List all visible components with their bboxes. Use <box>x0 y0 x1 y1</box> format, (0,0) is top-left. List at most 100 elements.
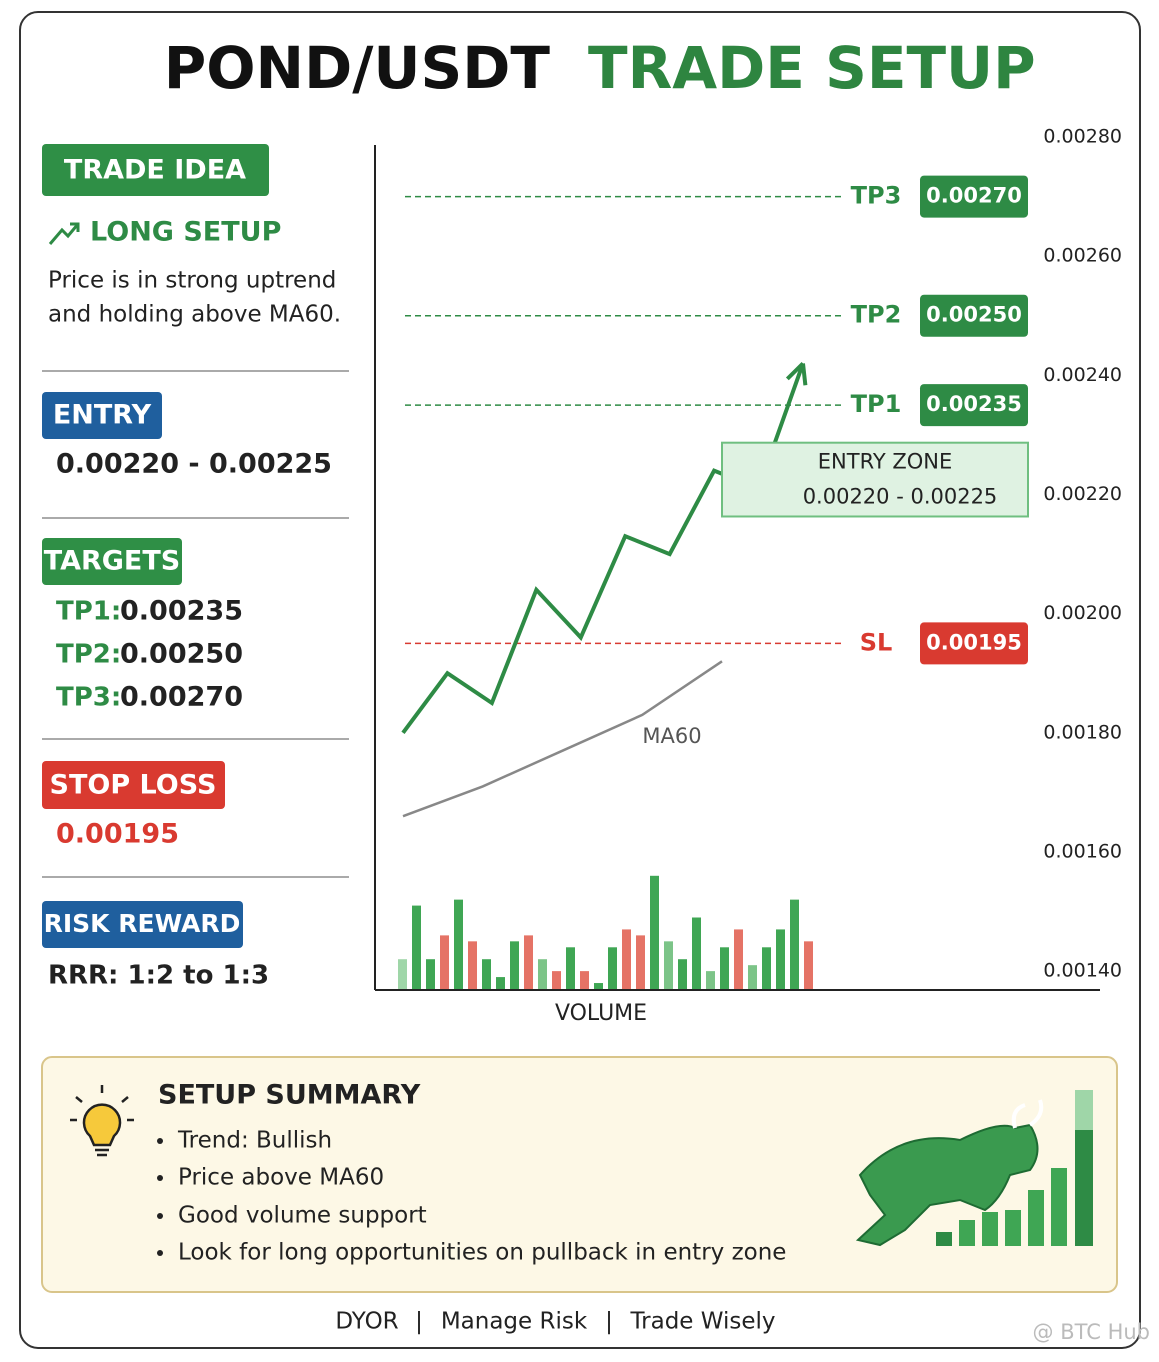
rrr: RRR: 1:2 to 1:3 <box>48 961 269 991</box>
y-tick-label: 0.00260 <box>1043 245 1122 267</box>
summary-title: SETUP SUMMARY <box>158 1080 421 1111</box>
badge-bg <box>42 392 162 439</box>
volume-bar <box>426 959 435 989</box>
target-value: 0.00250 <box>120 639 243 670</box>
y-tick-label: 0.00140 <box>1043 960 1122 982</box>
badge-bg <box>42 144 269 196</box>
level-name: TP3 <box>851 182 902 210</box>
summary-item: Look for long opportunities on pullback … <box>178 1240 786 1266</box>
entry-zone-title: ENTRY ZONE <box>818 450 952 474</box>
entry-range: 0.00220 - 0.00225 <box>56 449 332 480</box>
volume-label: VOLUME <box>555 1001 647 1026</box>
volume-bar <box>524 935 533 989</box>
volume-bar <box>496 977 505 989</box>
volume-bar <box>748 965 757 989</box>
volume-bar <box>468 941 477 989</box>
title-right: TRADE SETUP <box>588 34 1036 102</box>
volume-bar <box>664 941 673 989</box>
volume-bar <box>608 947 617 989</box>
bulb-icon <box>70 1085 134 1157</box>
volume-bar <box>776 929 785 989</box>
target-name: TP2: <box>56 640 121 670</box>
summary-bullets <box>157 1138 163 1256</box>
badge: RISK REWARD <box>44 909 241 938</box>
footer-item: Trade Wisely <box>629 1309 775 1335</box>
summary-item: Good volume support <box>178 1203 427 1229</box>
volume-bar <box>482 959 491 989</box>
level-name: SL <box>860 628 893 656</box>
volume-bar <box>580 971 589 989</box>
idea-text: and holding above MA60. <box>48 302 341 328</box>
volume-bar <box>706 971 715 989</box>
volume-bar <box>454 899 463 989</box>
level-name: TP1 <box>851 390 902 418</box>
volume-bar <box>538 959 547 989</box>
y-tick-label: 0.00280 <box>1043 126 1122 148</box>
target-value: 0.00270 <box>120 682 243 713</box>
level-value: 0.00250 <box>926 303 1022 327</box>
volume-bar <box>650 875 659 989</box>
level-value: 0.00195 <box>926 630 1022 654</box>
level-badge <box>920 622 1028 665</box>
level-value: 0.00270 <box>926 184 1022 208</box>
summary-item: Trend: Bullish <box>177 1128 332 1154</box>
volume-bar <box>566 947 575 989</box>
volume-bar <box>692 917 701 989</box>
price-arrowhead <box>785 361 808 386</box>
y-tick-label: 0.00180 <box>1043 721 1122 743</box>
volume-bar <box>440 935 449 989</box>
volume-bar <box>412 905 421 989</box>
volume-bar <box>734 929 743 989</box>
target-value: 0.00235 <box>120 596 243 627</box>
footer-separator: | <box>605 1309 613 1335</box>
volume-bar <box>510 941 519 989</box>
y-tick-label: 0.00160 <box>1043 840 1122 862</box>
volume-bar <box>552 971 561 989</box>
entry-zone-range: 0.00220 - 0.00225 <box>803 484 998 508</box>
volume-bar <box>804 941 813 989</box>
y-tick-label: 0.00200 <box>1043 602 1122 624</box>
level-value: 0.00235 <box>926 392 1022 416</box>
trend-icon <box>48 222 80 245</box>
watermark: @ BTC Hub <box>1033 1320 1150 1344</box>
badge-bg <box>42 538 182 585</box>
ma-line <box>402 660 723 818</box>
summary-item: Price above MA60 <box>178 1165 384 1191</box>
y-tick-label: 0.00220 <box>1043 483 1122 505</box>
volume-bar <box>594 983 603 989</box>
badge-bg <box>42 901 243 948</box>
target-name: TP3: <box>56 683 121 713</box>
volume-bar <box>762 947 771 989</box>
footer-item: Manage Risk <box>441 1309 588 1335</box>
badge-bg <box>42 761 225 809</box>
level-name: TP2 <box>851 301 902 329</box>
level-badge <box>920 294 1028 337</box>
title-left: POND/USDT <box>164 34 551 102</box>
ma-label: MA60 <box>642 724 701 748</box>
volume-bar <box>636 935 645 989</box>
badge: TARGETS <box>44 546 180 577</box>
y-tick-label: 0.00240 <box>1043 364 1122 386</box>
target-name: TP1: <box>56 597 121 627</box>
entry-zone <box>721 441 1029 518</box>
badge: ENTRY <box>53 400 152 431</box>
footer-item: DYOR <box>335 1309 398 1335</box>
setup-label: LONG SETUP <box>90 217 281 248</box>
volume-bar <box>622 929 631 989</box>
idea-text: Price is in strong uptrend <box>48 268 336 294</box>
volume-bar <box>678 959 687 989</box>
stop-value: 0.00195 <box>56 819 179 850</box>
frame <box>19 11 1141 1349</box>
footer-separator: | <box>415 1309 423 1335</box>
bull-illustration <box>855 1090 1093 1247</box>
summary-box <box>41 1056 1118 1293</box>
badge: TRADE IDEA <box>64 155 246 186</box>
level-badge <box>920 175 1028 218</box>
volume-bar <box>398 959 407 989</box>
level-badge <box>920 384 1028 427</box>
volume-bar <box>720 947 729 989</box>
volume-bar <box>790 899 799 989</box>
chart: 0.00280 0.00260 0.00240 0.00220 0.00200 0.001… <box>398 126 1122 1026</box>
badge: STOP LOSS <box>50 770 217 801</box>
